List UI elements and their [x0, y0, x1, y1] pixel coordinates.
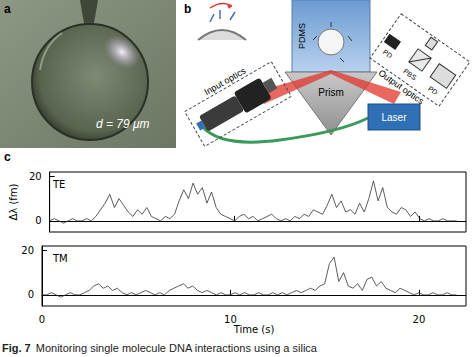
svg-text:20: 20	[413, 314, 426, 325]
svg-text:10: 10	[224, 314, 237, 325]
svg-text:0: 0	[39, 314, 45, 325]
svg-text:Input optics: Input optics	[203, 65, 248, 97]
svg-text:20: 20	[29, 171, 42, 182]
html-text:Fig. 7 Monitoring single molec: Fig. 7 Monitoring single molecule DNA in…	[2, 342, 317, 354]
svg-text:0: 0	[35, 215, 41, 226]
svg-text:TM: TM	[52, 253, 68, 264]
svg-text:Time (s): Time (s)	[233, 324, 275, 335]
svg-text:PDMS: PDMS	[297, 23, 307, 49]
html-text:c: c	[4, 150, 11, 164]
svg-text:Output optics: Output optics	[376, 68, 426, 107]
svg-text:Prism: Prism	[318, 87, 344, 98]
svg-text:Δλ (fm): Δλ (fm)	[8, 183, 19, 220]
svg-text:PD: PD	[382, 48, 394, 59]
svg-text:20: 20	[21, 245, 34, 256]
svg-text:PD: PD	[427, 85, 439, 96]
svg-text:0: 0	[28, 289, 34, 300]
svg-text:a: a	[4, 2, 11, 16]
svg-text:d = 79 μm: d = 79 μm	[96, 117, 150, 131]
svg-text:PBS: PBS	[402, 67, 418, 81]
svg-text:b: b	[184, 2, 191, 16]
svg-text:Laser: Laser	[381, 112, 407, 123]
svg-text:TE: TE	[52, 179, 65, 190]
